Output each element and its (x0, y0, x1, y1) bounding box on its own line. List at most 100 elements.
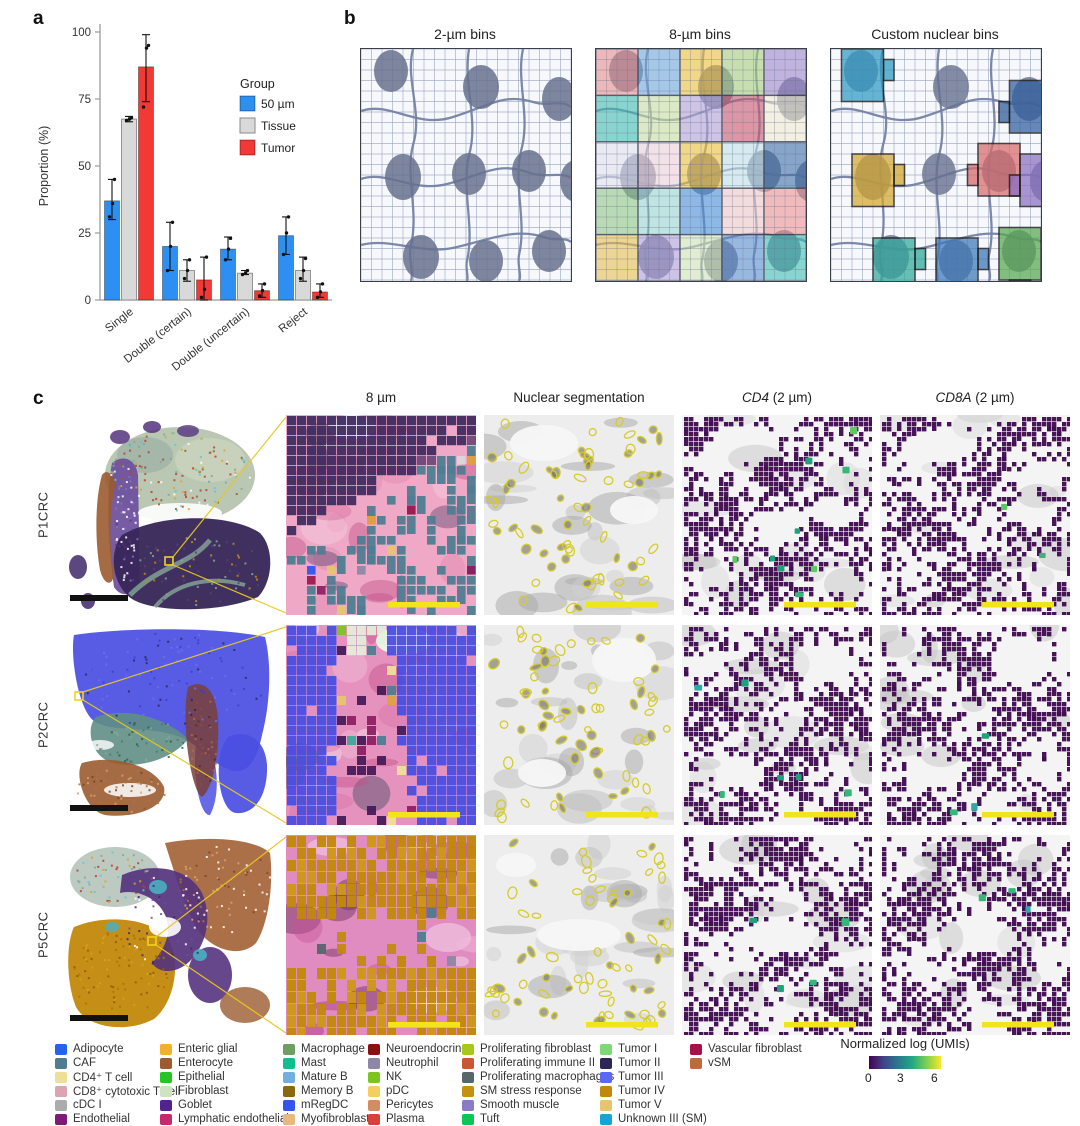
svg-text:75: 75 (78, 94, 91, 106)
p5crc-cd8a-panel (880, 835, 1070, 1035)
legend-item: Enteric glial (160, 1042, 289, 1056)
legend-column-1: Adipocyte CAF CD4⁺ T cell CD8⁺ cytotoxic T … (55, 1042, 180, 1126)
colorbar-tick-6: 6 (931, 1071, 938, 1085)
svg-text:100: 100 (72, 27, 91, 39)
legend-swatch (600, 1113, 612, 1125)
legend-item: Enterocyte (160, 1056, 289, 1070)
legend-label: cDC I (73, 1099, 102, 1111)
legend-swatch (160, 1071, 172, 1083)
svg-text:50 µm: 50 µm (261, 97, 295, 111)
colorbar: Normalized log (UMIs) 0 3 6 (825, 1036, 985, 1085)
legend-item: pDC (368, 1084, 468, 1098)
legend-item: Unknown III (SM) (600, 1112, 707, 1126)
legend-swatch (283, 1099, 295, 1111)
row-p2crc: P2CRC (30, 625, 1080, 825)
legend-label: Macrophage (301, 1043, 365, 1055)
legend-item: Neutrophil (368, 1056, 468, 1070)
legend-label: Tumor IV (618, 1085, 665, 1097)
bin-title-2um: 2-µm bins (434, 26, 496, 42)
bin-title-custom: Custom nuclear bins (871, 26, 999, 42)
svg-text:50: 50 (78, 161, 91, 173)
svg-text:Single: Single (103, 306, 136, 335)
legend-swatch (160, 1057, 172, 1069)
legend-label: Lymphatic endothelial (178, 1113, 289, 1125)
legend-swatch (462, 1043, 474, 1055)
bin-diagram-8um (595, 48, 807, 282)
legend-label: Proliferating fibroblast (480, 1043, 592, 1055)
bin-title-8um: 8-µm bins (669, 26, 731, 42)
legend-item: Mature B (283, 1070, 369, 1084)
legend-item: CAF (55, 1056, 180, 1070)
legend-column-6: Tumor I Tumor II Tumor III Tumor IV Tumor V U… (600, 1042, 707, 1126)
legend-label: Enteric glial (178, 1043, 238, 1055)
legend-label: Myofibroblast (301, 1113, 370, 1125)
legend-item: vSM (690, 1056, 802, 1070)
svg-text:Group: Group (240, 77, 275, 91)
col-header-nuclear-segmentation: Nuclear segmentation (484, 390, 674, 405)
legend-swatch (600, 1057, 612, 1069)
svg-text:25: 25 (78, 228, 91, 240)
row-label-p2crc: P2CRC (35, 701, 51, 749)
legend-item: Endothelial (55, 1112, 180, 1126)
svg-text:0: 0 (85, 295, 91, 307)
row-label-p5crc: P5CRC (35, 911, 51, 959)
legend-item: CD8⁺ cytotoxic T cell (55, 1084, 180, 1098)
legend-swatch (55, 1113, 67, 1125)
panel-c-label: c (33, 388, 44, 409)
legend-label: Mature B (301, 1071, 348, 1083)
overview-p5crc (68, 838, 272, 1028)
bin-diagram-custom (830, 48, 1042, 282)
legend-label: vSM (708, 1057, 731, 1069)
col-header-8um: 8 µm (286, 390, 476, 405)
legend-item: Tumor II (600, 1056, 707, 1070)
legend-swatch (160, 1113, 172, 1125)
legend-label: Fibroblast (178, 1085, 229, 1097)
p5crc-8um-panel (286, 835, 476, 1035)
legend-label: Proliferating macrophages (480, 1071, 615, 1083)
legend-swatch (55, 1085, 67, 1097)
legend-item: NK (368, 1070, 468, 1084)
col-header-cd8a: CD8A (2 µm) (880, 390, 1070, 405)
legend-label: Tumor II (618, 1057, 661, 1069)
legend-swatch (462, 1099, 474, 1111)
legend-swatch (368, 1057, 380, 1069)
p2crc-8um-panel (286, 625, 476, 825)
legend-label: Tumor III (618, 1071, 664, 1083)
legend-item: cDC I (55, 1098, 180, 1112)
legend-column-2: Enteric glial Enterocyte Epithelial Fibrobl… (160, 1042, 289, 1126)
overview-p2crc (70, 629, 270, 816)
p2crc-cd4-panel (682, 625, 872, 825)
legend-item: Adipocyte (55, 1042, 180, 1056)
legend-swatch (368, 1113, 380, 1125)
legend-item: Pericytes (368, 1098, 468, 1112)
cd4-gene-name: CD4 (741, 390, 769, 405)
legend-item: Memory B (283, 1084, 369, 1098)
legend-swatch (55, 1099, 67, 1111)
legend-label: Pericytes (386, 1099, 434, 1111)
legend-item: Tumor III (600, 1070, 707, 1084)
panel-b-custom-nuclear-bins: Custom nuclear bins (830, 26, 1042, 282)
legend-swatch (160, 1099, 172, 1111)
legend-swatch (368, 1071, 380, 1083)
legend-label: Enterocyte (178, 1057, 233, 1069)
legend-label: CD8⁺ cytotoxic T cell (73, 1086, 181, 1098)
row-label-p1crc: P1CRC (35, 491, 51, 539)
legend-label: Unknown III (SM) (618, 1113, 707, 1125)
legend-item: SM stress response (462, 1084, 614, 1098)
col-header-cd4: CD4 (2 µm) (682, 390, 872, 405)
legend-item: Myofibroblast (283, 1112, 369, 1126)
legend-label: Plasma (386, 1113, 425, 1125)
legend-label: mRegDC (301, 1099, 349, 1111)
legend-column-3: Macrophage Mast Mature B Memory B mRegDC Myof… (283, 1042, 369, 1126)
svg-text:Tissue: Tissue (261, 119, 296, 133)
row-p5crc: P5CRC (30, 835, 1080, 1035)
panel-b-label: b (344, 8, 356, 29)
legend-item: Proliferating macrophages (462, 1070, 614, 1084)
legend-label: Tumor I (618, 1043, 658, 1055)
legend-label: Tuft (480, 1113, 500, 1125)
cd8a-gene-name: CD8A (935, 390, 972, 405)
svg-text:Tumor: Tumor (261, 141, 295, 155)
legend-label: Proliferating immune II (480, 1057, 596, 1069)
panel-b-8um-bins: 8-µm bins (595, 26, 807, 282)
